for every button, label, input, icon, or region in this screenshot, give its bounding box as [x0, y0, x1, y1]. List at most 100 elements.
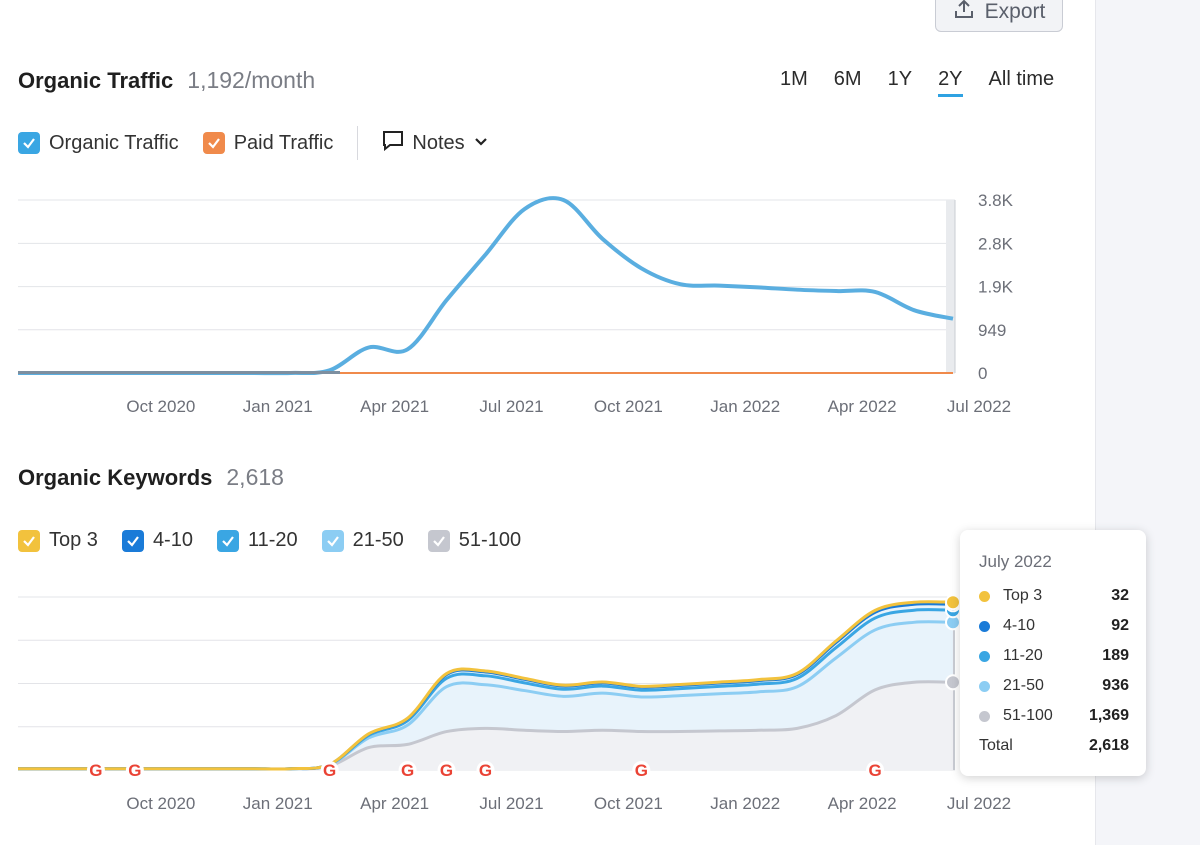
legend-dot-icon: [979, 650, 990, 662]
checkbox-checked-icon[interactable]: [216, 529, 239, 552]
series-line-top-3: [18, 600, 954, 771]
x-tick-label: Oct 2021: [594, 794, 663, 813]
tooltip-total-row: Total 2,618: [979, 737, 1129, 755]
google-icon-bg: [866, 761, 885, 779]
legend-organic-traffic[interactable]: Organic Traffic: [18, 132, 179, 155]
legend-51-100-label: 51-100: [458, 529, 522, 551]
google-update-icon: G: [437, 761, 456, 780]
x-tick-label: Apr 2021: [360, 397, 429, 416]
x-tick-label: Jul 2021: [479, 397, 543, 416]
x-tick-label: Jul 2021: [479, 794, 543, 813]
tooltip-total-value: 2,618: [1088, 737, 1129, 754]
google-update-icon: G: [320, 761, 339, 780]
google-icon-bg: [320, 761, 339, 779]
tooltip-row: 11-20 189: [979, 647, 1129, 665]
google-g-letter: G: [635, 761, 648, 780]
range-tab-6m[interactable]: 6M: [833, 68, 862, 90]
export-label: Export: [984, 0, 1046, 23]
notes-dropdown[interactable]: Notes: [382, 129, 488, 157]
tooltip-row-label: Top 3: [1003, 587, 1043, 604]
tooltip-row-value: 92: [1111, 617, 1129, 634]
organic-traffic-value: 1,192/month: [187, 67, 316, 93]
organic-keywords-chart: G G G G G G G G Oct 2020 Jan 2021 Apr 2021 Jul 2021…: [18, 594, 1011, 813]
google-update-icon: G: [866, 761, 885, 780]
organic-keywords-value: 2,618: [226, 464, 284, 490]
range-tab-1m[interactable]: 1M: [780, 68, 808, 90]
tooltip-row-label: 11-20: [1003, 647, 1043, 664]
organic-traffic-chart: 0 949 1.9K 2.8K 3.8K Oct 2020 Jan 2021 Apr 2021…: [18, 191, 1014, 416]
legend-51-100[interactable]: 51-100: [427, 529, 522, 552]
checkbox-checked-icon[interactable]: [18, 529, 40, 552]
checkbox-checked-icon[interactable]: [121, 529, 144, 552]
checkbox-checked-icon[interactable]: [427, 529, 450, 552]
series-end-point: [945, 674, 961, 691]
tooltip-title: July 2022: [979, 552, 1052, 571]
legend-top-3[interactable]: Top 3: [18, 529, 98, 552]
x-tick-label: Apr 2021: [360, 794, 429, 813]
comment-icon: [382, 129, 404, 157]
tooltip-row-value: 936: [1102, 677, 1129, 694]
x-tick-label: Jul 2022: [947, 397, 1011, 416]
google-icon-bg: [398, 761, 417, 779]
keywords-tooltip: July 2022 Top 3 32 4-10 92 11-20 189 21-…: [960, 530, 1146, 776]
legend-dot-icon: [979, 590, 990, 602]
legend-11-20-label: 11-20: [247, 529, 298, 551]
legend-divider: [357, 126, 359, 160]
tooltip-total-label: Total: [979, 737, 1013, 754]
tooltip-row-value: 32: [1111, 587, 1129, 604]
google-update-icon: G: [476, 761, 495, 780]
tooltip-row: 21-50 936: [979, 677, 1129, 695]
tooltip-row-label: 51-100: [1003, 707, 1053, 724]
organic-keywords-title: Organic Keywords: [18, 465, 213, 490]
checkbox-checked-icon[interactable]: [202, 132, 225, 154]
y-tick-label: 1.9K: [978, 278, 1014, 297]
range-tab-1y[interactable]: 1Y: [887, 68, 913, 90]
y-tick-label: 3.8K: [978, 191, 1014, 210]
checkbox-checked-icon[interactable]: [321, 529, 344, 552]
checkbox-checked-icon[interactable]: [18, 132, 40, 154]
tooltip-row-value: 189: [1102, 647, 1129, 664]
hover-band: [946, 200, 955, 373]
google-g-letter: G: [479, 761, 492, 780]
export-button[interactable]: Export: [935, 0, 1063, 32]
legend-paid-traffic-label: Paid Traffic: [233, 131, 334, 154]
upload-icon: [953, 0, 975, 26]
google-icon-bg: [632, 761, 651, 779]
google-g-letter: G: [440, 761, 453, 780]
notes-label: Notes: [412, 131, 465, 154]
legend-21-50[interactable]: 21-50: [321, 529, 404, 552]
google-g-letter: G: [868, 761, 881, 780]
legend-4-10-label: 4-10: [152, 529, 193, 551]
google-icon-bg: [125, 761, 144, 779]
organic-traffic-title: Organic Traffic: [18, 68, 174, 93]
y-tick-label: 2.8K: [978, 234, 1014, 253]
x-tick-label: Jan 2022: [710, 794, 780, 813]
google-icon-bg: [437, 761, 456, 779]
legend-organic-traffic-label: Organic Traffic: [49, 131, 179, 154]
tooltip-row: Top 3 32: [979, 587, 1129, 605]
google-g-letter: G: [89, 761, 102, 780]
tooltip-row: 4-10 92: [979, 617, 1129, 635]
x-tick-label: Jan 2021: [243, 794, 313, 813]
keywords-legend: Top 3 4-10 11-20 21-50 51-100: [18, 529, 545, 552]
legend-paid-traffic[interactable]: Paid Traffic: [202, 131, 334, 155]
tooltip-row: 51-100 1,369: [979, 707, 1129, 725]
x-tick-label: Oct 2021: [594, 397, 663, 416]
legend-top-3-label: Top 3: [49, 529, 98, 551]
google-update-icon: G: [86, 761, 105, 780]
legend-dot-icon: [979, 620, 990, 632]
google-update-icon: G: [398, 761, 417, 780]
y-tick-label: 949: [978, 321, 1006, 340]
x-tick-label: Jan 2022: [710, 397, 780, 416]
organic-traffic-header: Organic Traffic 1,192/month: [18, 67, 315, 94]
traffic-legend: Organic Traffic Paid Traffic Notes: [18, 126, 489, 160]
google-icon-bg: [476, 761, 495, 779]
google-icon-bg: [86, 761, 105, 779]
range-tab-2y[interactable]: 2Y: [938, 68, 963, 97]
chevron-down-icon: [473, 132, 489, 155]
legend-21-50-label: 21-50: [352, 529, 404, 551]
range-tab-all-time[interactable]: All time: [988, 68, 1055, 90]
legend-11-20[interactable]: 11-20: [216, 529, 298, 552]
x-tick-label: Jan 2021: [243, 397, 313, 416]
legend-4-10[interactable]: 4-10: [121, 529, 193, 552]
